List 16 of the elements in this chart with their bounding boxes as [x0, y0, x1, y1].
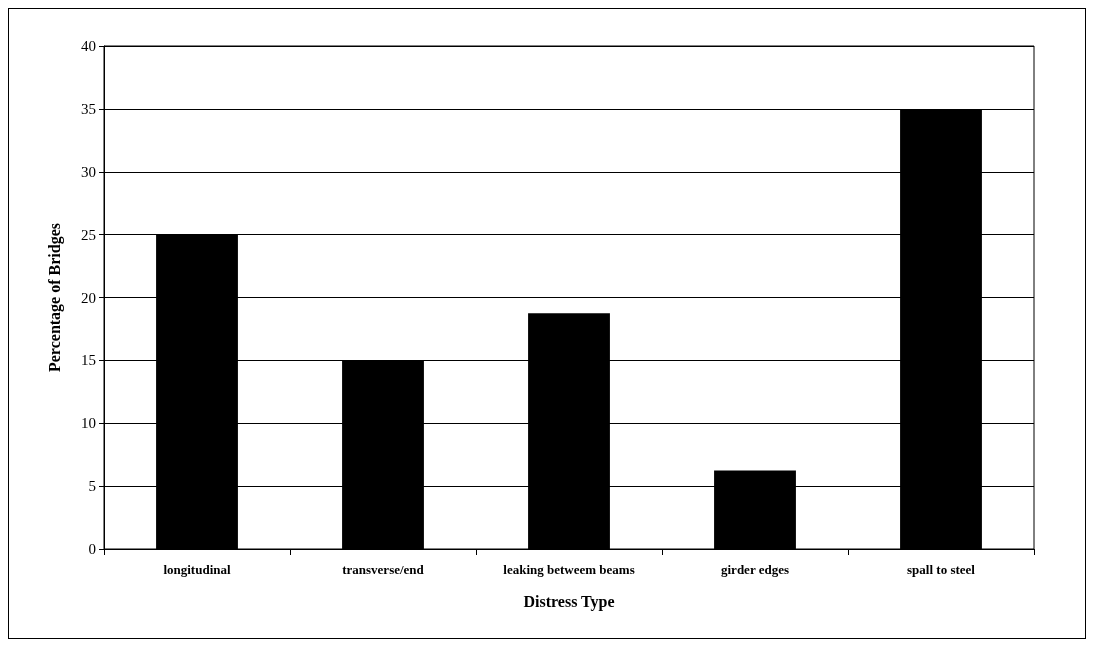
x-tick-label: girder edges [721, 562, 789, 577]
y-tick-label: 35 [81, 100, 96, 117]
y-tick-label: 30 [81, 163, 96, 180]
x-tick-label: longitudinal [163, 562, 231, 577]
x-tick-label: leaking betweem beams [503, 562, 635, 577]
y-tick-label: 40 [81, 38, 96, 54]
y-tick-label: 20 [81, 289, 96, 306]
y-tick-label: 25 [81, 226, 96, 243]
y-axis-title: Percentage of Bridges [45, 223, 64, 372]
y-tick-label: 15 [81, 352, 96, 369]
x-tick-label: spall to steel [907, 562, 976, 577]
y-tick-label: 5 [88, 478, 96, 495]
x-axis-title: Distress Type [523, 592, 615, 611]
y-tick-label: 0 [88, 541, 96, 557]
y-tick-label: 10 [81, 415, 96, 432]
x-tick-label: transverse/end [342, 562, 425, 577]
